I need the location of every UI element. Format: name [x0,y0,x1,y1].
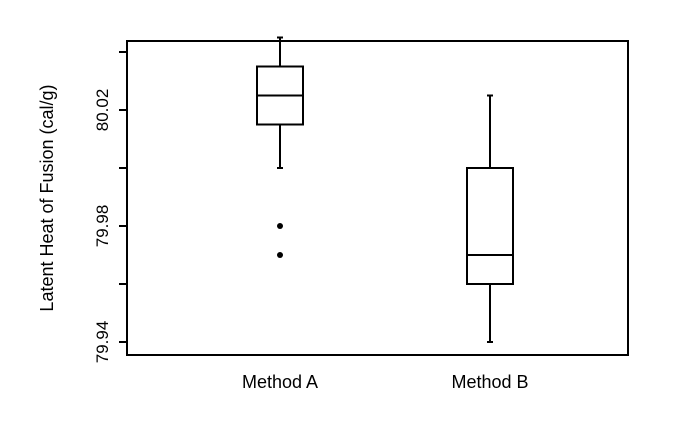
x-category-label: Method A [242,372,318,392]
interquartile-box [466,167,514,285]
outlier-point [277,223,283,229]
y-tick-label: 79.98 [93,205,112,248]
box-method-b [466,94,514,343]
box-method-a [256,36,304,258]
x-axis-labels: Method A Method B [242,372,529,392]
y-tick-label: 79.94 [93,321,112,364]
x-category-label: Method B [451,372,528,392]
y-axis-ticks: 79.94 79.98 80.02 [93,51,127,364]
plot-frame [126,40,629,356]
outlier-point [277,252,283,258]
y-axis-label: Latent Heat of Fusion (cal/g) [37,84,57,311]
box-series [256,36,514,343]
y-tick-label: 80.02 [93,89,112,132]
